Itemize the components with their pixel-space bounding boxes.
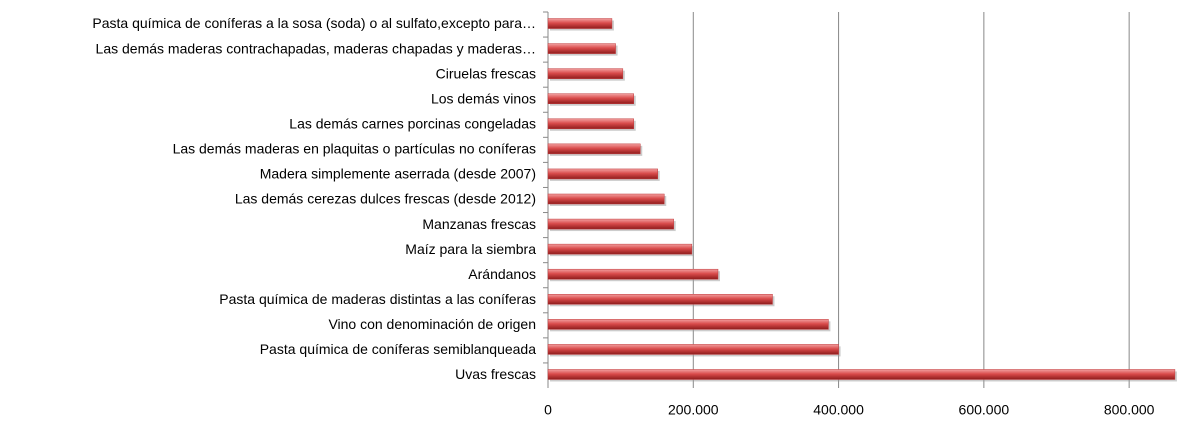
bar bbox=[547, 118, 634, 130]
bar bbox=[547, 344, 839, 355]
x-tick-label: 200.000 bbox=[668, 402, 719, 418]
bar bbox=[547, 294, 773, 305]
bar bbox=[547, 218, 674, 230]
bar bbox=[547, 168, 658, 180]
bar bbox=[547, 369, 1176, 380]
bar bbox=[547, 68, 624, 79]
y-tick-label: Manzanas frescas bbox=[422, 216, 536, 232]
x-tick-label: 600.000 bbox=[959, 402, 1010, 418]
bar bbox=[547, 268, 719, 280]
y-tick-label: Las demás carnes porcinas congeladas bbox=[289, 116, 536, 132]
y-tick-label: Uvas frescas bbox=[455, 366, 536, 382]
y-tick-label: Las demás maderas contrachapadas, madera… bbox=[96, 40, 536, 56]
bar bbox=[547, 319, 829, 330]
bar bbox=[547, 193, 665, 205]
bar bbox=[547, 43, 616, 54]
y-tick-label: Vino con denominación de origen bbox=[328, 316, 536, 332]
bar bbox=[547, 93, 634, 104]
x-tick-label: 400.000 bbox=[813, 402, 864, 418]
x-tick-label: 0 bbox=[544, 402, 552, 418]
y-tick-label: Madera simplemente aserrada (desde 2007) bbox=[260, 166, 536, 182]
y-tick-label: Pasta química de coníferas a la sosa (so… bbox=[92, 15, 536, 31]
y-tick-label: Las demás maderas en plaquitas o partícu… bbox=[173, 141, 536, 157]
y-tick-label: Pasta química de coníferas semiblanquead… bbox=[260, 341, 536, 357]
y-tick-label: Maíz para la siembra bbox=[405, 241, 536, 257]
y-tick-label: Arándanos bbox=[468, 266, 536, 282]
y-tick-label: Ciruelas frescas bbox=[436, 65, 536, 81]
y-tick-label: Los demás vinos bbox=[431, 90, 536, 106]
bar bbox=[547, 143, 641, 155]
bar bbox=[547, 18, 613, 29]
y-tick-label: Las demás cerezas dulces frescas (desde … bbox=[235, 191, 536, 207]
y-tick-label: Pasta química de maderas distintas a las… bbox=[219, 291, 536, 307]
x-tick-label: 800.000 bbox=[1104, 402, 1155, 418]
bar bbox=[547, 243, 693, 255]
